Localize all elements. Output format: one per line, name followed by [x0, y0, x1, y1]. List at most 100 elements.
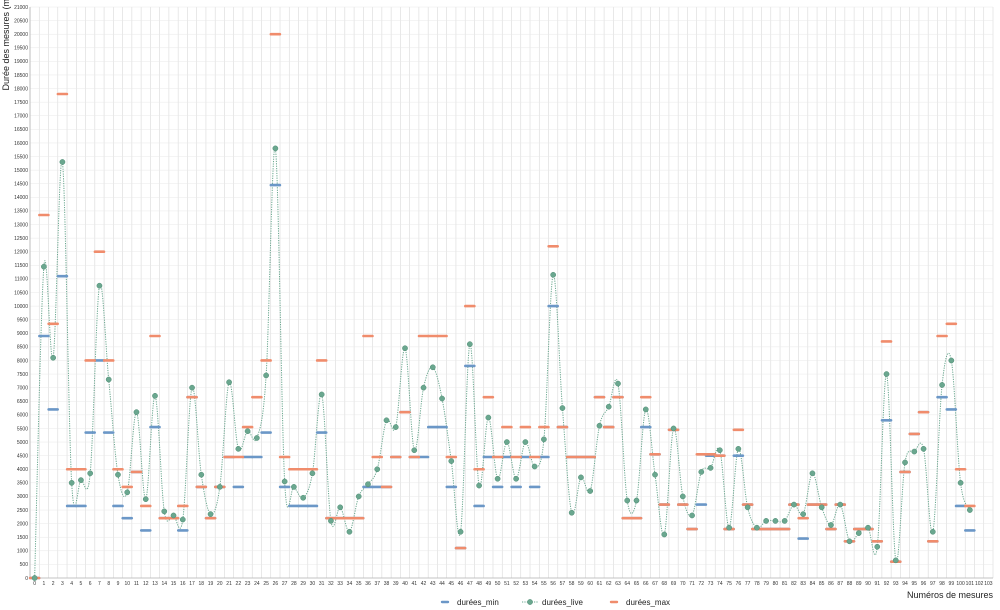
marker-durees-live: [300, 494, 307, 501]
marker-durees-live: [383, 417, 390, 424]
marker-durees-live: [531, 463, 538, 470]
x-tick-label: 98: [939, 581, 945, 587]
marker-durees-live: [254, 435, 260, 441]
x-tick-label: 36: [365, 581, 371, 587]
x-tick-label: 54: [532, 581, 538, 587]
x-tick-label: 17: [189, 581, 195, 587]
marker-durees-live: [355, 493, 362, 500]
y-tick-label: 15500: [14, 154, 28, 160]
x-tick-label: 14: [161, 581, 167, 587]
y-tick-label: 13500: [14, 209, 28, 215]
x-tick-label: 24: [254, 581, 260, 587]
x-tick-label: 0: [33, 581, 36, 587]
y-tick-label: 18000: [14, 86, 28, 92]
x-tick-label: 39: [393, 581, 399, 587]
x-tick-label: 47: [467, 581, 473, 587]
marker-durees-live: [41, 263, 47, 270]
x-tick-label: 45: [449, 581, 455, 587]
x-tick-label: 62: [606, 581, 612, 587]
x-tick-label: 65: [634, 581, 640, 587]
marker-durees-live: [744, 504, 751, 511]
marker-durees-live: [957, 479, 964, 486]
y-tick-label: 16500: [14, 127, 28, 133]
marker-durees-live: [466, 341, 473, 348]
marker-durees-live: [272, 145, 279, 152]
y-tick-label: 6500: [17, 399, 28, 405]
x-tick-label: 57: [560, 581, 566, 587]
legend-label-durees-min: durées_min: [457, 598, 499, 607]
x-tick-label: 92: [884, 581, 890, 587]
x-tick-label: 1: [42, 581, 45, 587]
legend-label-durees-max: durées_max: [626, 598, 670, 607]
x-tick-label: 42: [421, 581, 427, 587]
x-tick-label: 93: [893, 581, 899, 587]
x-tick-label: 96: [921, 581, 927, 587]
marker-durees-live: [689, 512, 695, 519]
x-tick-label: 41: [411, 581, 417, 587]
x-tick-label: 89: [856, 581, 862, 587]
x-tick-label: 22: [236, 581, 242, 587]
marker-durees-live: [967, 507, 973, 513]
legend-marker-durees-live: [527, 599, 533, 605]
marker-durees-live: [198, 471, 205, 478]
marker-durees-live: [504, 439, 510, 445]
y-tick-label: 19000: [14, 59, 28, 65]
y-axis-title: Durée des mesures (ms): [1, 0, 11, 91]
x-tick-label: 43: [430, 581, 436, 587]
x-tick-label: 20: [217, 581, 223, 587]
marker-durees-live: [346, 528, 353, 535]
x-tick-label: 48: [476, 581, 482, 587]
x-tick-label: 50: [495, 581, 501, 587]
marker-durees-live: [170, 512, 177, 519]
x-tick-label: 73: [708, 581, 714, 587]
y-tick-label: 4500: [17, 453, 28, 459]
y-tick-label: 12500: [14, 236, 28, 242]
marker-durees-live: [892, 557, 899, 564]
x-tick-label: 84: [810, 581, 816, 587]
x-tick-label: 4: [70, 581, 73, 587]
marker-durees-live: [429, 364, 436, 371]
x-tick-label: 69: [671, 581, 677, 587]
marker-durees-live: [142, 496, 149, 502]
marker-durees-live: [633, 497, 640, 504]
y-tick-label: 11500: [14, 263, 28, 269]
x-tick-label: 35: [356, 581, 362, 587]
marker-durees-live: [96, 282, 103, 289]
x-tick-labels: 0 1 2 3 4 5 6 7 8 9 10 11 12 13 14 15 16 17 18 19 20 21 22 23 24…: [33, 581, 993, 587]
x-tick-label: 26: [273, 581, 279, 587]
x-tick-label: 86: [828, 581, 834, 587]
marker-durees-live: [624, 497, 631, 504]
marker-durees-live: [652, 471, 658, 478]
x-tick-label: 12: [143, 581, 149, 587]
marker-durees-live: [707, 465, 714, 471]
marker-durees-live: [855, 530, 862, 536]
y-tick-label: 9500: [17, 317, 28, 323]
y-tick-label: 20500: [14, 18, 28, 24]
x-tick-label: 85: [819, 581, 825, 587]
y-tick-label: 1500: [17, 535, 28, 541]
marker-durees-live: [152, 392, 158, 399]
marker-durees-live: [161, 508, 168, 515]
x-tick-label: 7: [98, 581, 101, 587]
x-tick-label: 95: [912, 581, 918, 587]
legend: durées_min durées_live durées_max: [440, 598, 670, 607]
marker-durees-live: [735, 445, 742, 452]
marker-durees-live: [911, 448, 918, 455]
y-tick-label: 18500: [14, 73, 28, 79]
marker-durees-live: [263, 372, 269, 379]
marker-durees-live: [235, 445, 242, 452]
y-tick-label: 15000: [14, 168, 28, 174]
marker-durees-live: [448, 458, 455, 464]
x-tick-label: 88: [847, 581, 853, 587]
marker-durees-live: [328, 518, 334, 524]
marker-durees-live: [902, 459, 908, 466]
y-tick-label: 13000: [14, 222, 28, 228]
x-tick-label: 37: [374, 581, 380, 587]
marker-durees-live: [513, 475, 519, 482]
x-tick-label: 90: [865, 581, 871, 587]
marker-durees-live: [541, 436, 547, 443]
marker-durees-live: [791, 501, 797, 508]
x-tick-label: 16: [180, 581, 186, 587]
x-tick-label: 2: [52, 581, 55, 587]
marker-durees-live: [615, 380, 621, 387]
